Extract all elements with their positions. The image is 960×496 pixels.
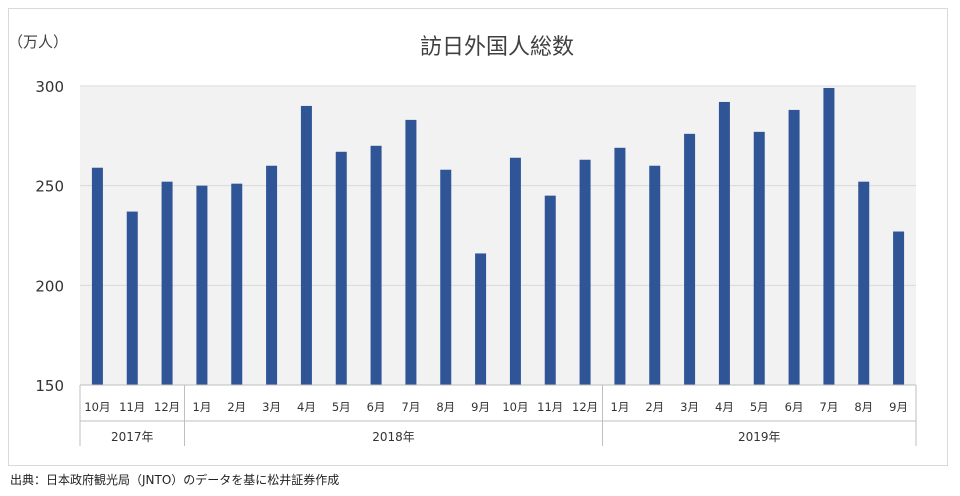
year-group-label: 2017年 [111,430,154,444]
x-tick-label: 10月 [502,400,528,414]
x-tick-label: 7月 [402,400,421,414]
bar [266,165,278,385]
bar [823,87,835,385]
bars [91,87,905,386]
x-tick-label: 3月 [680,400,699,414]
bar [440,169,452,385]
x-tick-label: 1月 [611,400,630,414]
bar [579,159,591,385]
source-note: 出典：日本政府観光局（JNTO）のデータを基に松井証券作成 [10,473,340,487]
bar [231,183,243,385]
y-axis-unit-label: （万人） [8,33,68,51]
x-tick-label: 2月 [227,400,246,414]
y-tick-label: 300 [35,78,64,96]
bar [475,253,487,385]
x-tick-label: 10月 [84,400,110,414]
x-tick-label: 9月 [471,400,490,414]
y-tick-label: 200 [35,277,64,295]
x-tick-label: 4月 [297,400,316,414]
year-group-label: 2019年 [738,430,781,444]
bar [649,165,661,385]
x-tick-label: 5月 [750,400,769,414]
bar [509,157,521,385]
y-tick-label: 150 [35,377,64,395]
x-tick-label: 11月 [537,400,563,414]
bar [614,147,626,385]
x-tick-label: 6月 [785,400,804,414]
bar [126,211,138,385]
x-tick-label: 6月 [367,400,386,414]
x-tick-label: 7月 [820,400,839,414]
bar [858,181,870,385]
x-tick-label: 8月 [436,400,455,414]
x-tick-label: 12月 [572,400,598,414]
y-tick-label: 250 [35,178,64,196]
x-tick-label: 9月 [889,400,908,414]
bar [788,109,800,386]
chart-title: 訪日外国人総数 [420,35,574,60]
x-tick-label: 11月 [119,400,145,414]
bar [405,119,417,386]
bar [196,185,208,385]
bar [91,167,103,385]
bar [300,105,312,385]
bar [161,181,173,385]
y-axis-ticks: 150 200 250 300 [35,78,64,395]
bar [544,195,556,385]
x-axis: 10月 11月 12月 1月 2月 3月 4月 5月 6月 7月 8月 9月 10月 11月 12月 1月 2月… [79,384,917,446]
bar [893,231,905,385]
x-tick-label: 1月 [193,400,212,414]
plot-area [80,86,916,385]
bar [684,133,696,385]
x-tick-label: 8月 [854,400,873,414]
bar [370,145,382,385]
bar [718,101,730,386]
year-group-label: 2018年 [372,430,415,444]
x-tick-label: 3月 [262,400,281,414]
bar [753,131,765,385]
x-tick-label: 12月 [154,400,180,414]
bar [335,151,347,385]
x-tick-label: 4月 [715,400,734,414]
x-tick-label: 5月 [332,400,351,414]
x-tick-label: 2月 [645,400,664,414]
